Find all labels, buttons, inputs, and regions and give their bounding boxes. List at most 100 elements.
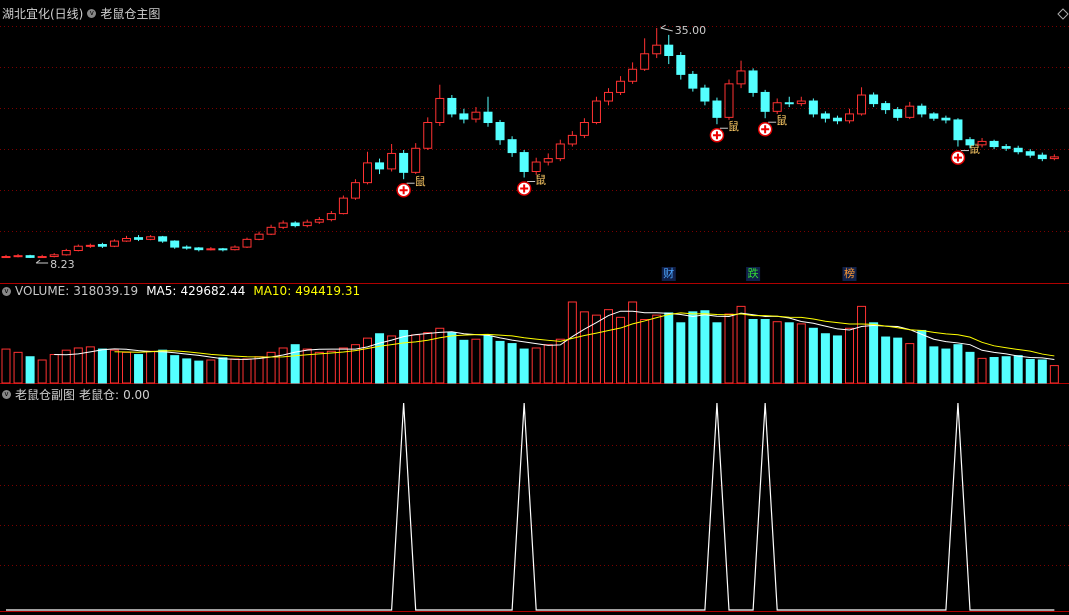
signal-cross: [520, 184, 529, 193]
event-tag-bg: [661, 267, 676, 281]
candle-body: [724, 83, 734, 118]
volume-bar: [724, 313, 734, 384]
volume-bar: [591, 314, 601, 384]
event-tag-bg: [746, 267, 761, 281]
ma-line: [54, 310, 1055, 360]
legend-entry: VOLUME: 318039.19: [15, 284, 142, 298]
volume-bar: [784, 322, 794, 384]
candle-body: [1001, 146, 1011, 149]
arrow: [660, 24, 673, 32]
volume-bar: [688, 311, 698, 384]
volume-bar: [399, 329, 409, 384]
volume-bar: [278, 347, 288, 384]
volume-bar: [326, 350, 336, 384]
collapse-icon[interactable]: v: [87, 9, 97, 18]
volume-bar: [230, 358, 240, 384]
candle-body: [820, 113, 830, 119]
volume-bar: [435, 327, 445, 384]
candle-body: [73, 245, 83, 252]
candle-body: [555, 143, 565, 160]
candle-body: [459, 113, 469, 120]
volume-bar: [73, 347, 83, 384]
volume-bar: [796, 323, 806, 384]
candle-body: [519, 152, 529, 172]
candle-body: [1025, 151, 1035, 156]
volume-bar: [832, 335, 842, 384]
volume-bar: [146, 350, 156, 384]
volume-bar: [13, 351, 23, 384]
volume-bar: [363, 337, 372, 384]
volume-bar: [881, 336, 891, 384]
diamond-icon[interactable]: [1057, 8, 1069, 20]
candle-body: [13, 255, 23, 258]
indicator-line: [6, 402, 1055, 611]
volume-bar: [640, 319, 650, 384]
volume-bar: [423, 332, 433, 384]
volume-bar: [218, 357, 228, 384]
volume-bar: [85, 346, 95, 384]
volume-bar: [543, 344, 553, 384]
indicator-title: 老鼠仓主图: [100, 7, 161, 21]
candle-body: [134, 237, 144, 240]
volume-bar: [760, 319, 770, 384]
candle-body: [652, 44, 662, 55]
volume-bar: [314, 351, 324, 384]
candle-body: [628, 68, 638, 82]
volume-bar: [49, 354, 59, 384]
volume-bar: [616, 316, 626, 384]
candle-body: [881, 103, 891, 111]
volume-bar: [507, 343, 517, 384]
sub-title: 老鼠仓副图: [15, 388, 76, 402]
arrow: [35, 259, 49, 264]
candle-body: [375, 162, 385, 170]
signal-marker: [950, 150, 966, 165]
candle-body: [640, 53, 650, 70]
candle-body: [1049, 156, 1059, 160]
signal-marker: [709, 127, 725, 143]
sub-legend-name: 老鼠仓:: [79, 388, 120, 402]
legend-entry: MA10: 494419.31: [253, 284, 364, 298]
candle-body: [254, 233, 264, 240]
signal-marker: [516, 181, 532, 196]
collapse-icon[interactable]: v: [2, 390, 11, 399]
candle-body: [977, 140, 987, 146]
volume-bar: [338, 347, 348, 384]
volume-bar: [929, 346, 939, 384]
candle-body: [25, 255, 35, 258]
volume-bar: [1001, 356, 1011, 384]
candle-body: [387, 152, 397, 170]
volume-bar: [97, 348, 107, 384]
signal-text: 鼠: [415, 174, 426, 188]
volume-bar: [519, 348, 529, 384]
candle-body: [869, 94, 879, 105]
signal-marker: [396, 182, 411, 198]
candle-body: [363, 162, 372, 184]
candle-body: [483, 111, 493, 124]
candle-body: [905, 105, 915, 118]
volume-bar: [555, 338, 565, 384]
candle-body: [507, 139, 517, 154]
signal-text: 鼠: [969, 142, 980, 156]
candle-body: [411, 147, 421, 173]
signal-cross: [953, 153, 962, 162]
collapse-icon[interactable]: v: [2, 286, 11, 296]
candle-body: [447, 97, 457, 115]
volume-bar: [375, 333, 385, 384]
candle-body: [85, 244, 95, 247]
stock-title: 湖北宜化(日线): [2, 7, 84, 21]
candle-body: [929, 113, 939, 119]
legend-entry: MA5: 429682.44: [146, 284, 249, 298]
volume-bar: [736, 305, 746, 384]
candle-body: [664, 44, 674, 56]
volume-bar: [869, 322, 879, 384]
volume-bar: [953, 344, 963, 384]
volume-bar: [254, 356, 264, 384]
volume-bar: [122, 351, 131, 384]
volume-bar: [905, 343, 915, 384]
candle-body: [97, 244, 107, 247]
candle-body: [543, 158, 553, 163]
candle-body: [230, 246, 240, 251]
candle-body: [350, 182, 360, 199]
event-tag: 榜: [844, 266, 855, 280]
